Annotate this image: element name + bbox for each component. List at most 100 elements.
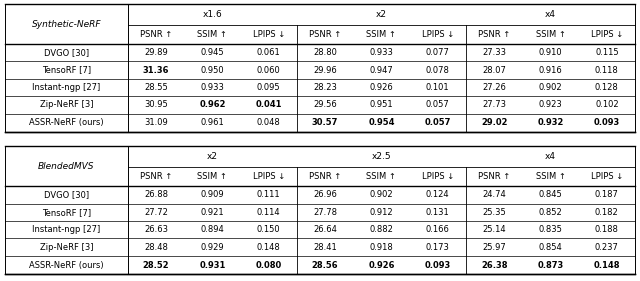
Text: LPIPS ↓: LPIPS ↓ xyxy=(591,30,623,39)
Text: 0.910: 0.910 xyxy=(539,48,563,57)
Text: 0.951: 0.951 xyxy=(370,100,393,109)
Text: 28.52: 28.52 xyxy=(143,260,170,269)
Text: 0.111: 0.111 xyxy=(257,191,280,200)
Text: 0.060: 0.060 xyxy=(257,65,280,75)
Text: x2: x2 xyxy=(376,10,387,19)
Text: 25.35: 25.35 xyxy=(483,208,506,217)
Text: 31.09: 31.09 xyxy=(144,118,168,127)
Text: LPIPS ↓: LPIPS ↓ xyxy=(422,172,454,181)
Text: 0.947: 0.947 xyxy=(369,65,394,75)
Text: 29.96: 29.96 xyxy=(313,65,337,75)
Text: 30.95: 30.95 xyxy=(144,100,168,109)
Text: 0.150: 0.150 xyxy=(257,225,280,234)
Text: 24.74: 24.74 xyxy=(483,191,506,200)
Text: 31.36: 31.36 xyxy=(143,65,169,75)
Text: 25.97: 25.97 xyxy=(483,243,506,251)
Text: BlendedMVS: BlendedMVS xyxy=(38,162,95,171)
Text: LPIPS ↓: LPIPS ↓ xyxy=(253,172,285,181)
Text: 0.128: 0.128 xyxy=(595,83,619,92)
Text: 0.093: 0.093 xyxy=(594,118,620,127)
Text: SSIM ↑: SSIM ↑ xyxy=(367,172,396,181)
Text: 29.89: 29.89 xyxy=(144,48,168,57)
Text: x2: x2 xyxy=(207,152,218,161)
Text: DVGO [30]: DVGO [30] xyxy=(44,191,89,200)
Text: 0.148: 0.148 xyxy=(257,243,280,251)
Text: 0.854: 0.854 xyxy=(539,243,563,251)
Text: 26.96: 26.96 xyxy=(313,191,337,200)
Text: 0.057: 0.057 xyxy=(424,118,451,127)
Text: 27.26: 27.26 xyxy=(482,83,506,92)
Text: SSIM ↑: SSIM ↑ xyxy=(367,30,396,39)
Text: 29.56: 29.56 xyxy=(313,100,337,109)
Text: PSNR ↑: PSNR ↑ xyxy=(140,172,172,181)
Text: 28.48: 28.48 xyxy=(144,243,168,251)
Text: 28.07: 28.07 xyxy=(482,65,506,75)
Text: 0.835: 0.835 xyxy=(538,225,563,234)
Text: 28.56: 28.56 xyxy=(312,260,339,269)
Text: DVGO [30]: DVGO [30] xyxy=(44,48,89,57)
Text: 0.077: 0.077 xyxy=(426,48,450,57)
Text: 27.72: 27.72 xyxy=(144,208,168,217)
Text: 0.048: 0.048 xyxy=(257,118,280,127)
Text: 0.902: 0.902 xyxy=(539,83,563,92)
Text: 0.041: 0.041 xyxy=(255,100,282,109)
Text: 0.852: 0.852 xyxy=(539,208,563,217)
Text: 28.55: 28.55 xyxy=(144,83,168,92)
Text: 27.78: 27.78 xyxy=(313,208,337,217)
Text: Instant-ngp [27]: Instant-ngp [27] xyxy=(32,83,100,92)
Text: SSIM ↑: SSIM ↑ xyxy=(536,172,565,181)
Text: PSNR ↑: PSNR ↑ xyxy=(478,30,510,39)
Text: 0.916: 0.916 xyxy=(539,65,563,75)
Text: 0.923: 0.923 xyxy=(539,100,563,109)
Text: 26.88: 26.88 xyxy=(144,191,168,200)
Text: 27.73: 27.73 xyxy=(482,100,506,109)
Text: 0.954: 0.954 xyxy=(368,118,395,127)
Text: 0.902: 0.902 xyxy=(370,191,393,200)
Text: 0.080: 0.080 xyxy=(255,260,282,269)
Text: 0.950: 0.950 xyxy=(200,65,224,75)
Text: SSIM ↑: SSIM ↑ xyxy=(536,30,565,39)
Text: 0.102: 0.102 xyxy=(595,100,619,109)
Text: PSNR ↑: PSNR ↑ xyxy=(478,172,510,181)
Text: PSNR ↑: PSNR ↑ xyxy=(140,30,172,39)
Text: 0.961: 0.961 xyxy=(200,118,224,127)
Text: 0.921: 0.921 xyxy=(200,208,224,217)
Text: 30.57: 30.57 xyxy=(312,118,339,127)
Text: 0.929: 0.929 xyxy=(200,243,224,251)
Text: 0.933: 0.933 xyxy=(200,83,224,92)
Text: 26.64: 26.64 xyxy=(313,225,337,234)
Text: x1.6: x1.6 xyxy=(202,10,222,19)
Text: LPIPS ↓: LPIPS ↓ xyxy=(422,30,454,39)
Text: 0.124: 0.124 xyxy=(426,191,449,200)
Text: ASSR-NeRF (ours): ASSR-NeRF (ours) xyxy=(29,260,104,269)
Text: 0.912: 0.912 xyxy=(370,208,393,217)
Text: 0.131: 0.131 xyxy=(426,208,450,217)
Text: 0.115: 0.115 xyxy=(595,48,619,57)
Text: 27.33: 27.33 xyxy=(482,48,506,57)
Text: 0.945: 0.945 xyxy=(200,48,224,57)
Text: PSNR ↑: PSNR ↑ xyxy=(309,172,341,181)
Text: 0.166: 0.166 xyxy=(426,225,450,234)
Text: 0.182: 0.182 xyxy=(595,208,619,217)
Text: 25.14: 25.14 xyxy=(483,225,506,234)
Text: LPIPS ↓: LPIPS ↓ xyxy=(253,30,285,39)
Text: 28.23: 28.23 xyxy=(313,83,337,92)
Text: 0.061: 0.061 xyxy=(257,48,280,57)
Text: 0.187: 0.187 xyxy=(595,191,619,200)
Text: x2.5: x2.5 xyxy=(372,152,391,161)
Text: 0.118: 0.118 xyxy=(595,65,619,75)
Text: 0.237: 0.237 xyxy=(595,243,619,251)
Text: Zip-NeRF [3]: Zip-NeRF [3] xyxy=(40,243,93,251)
Text: 0.057: 0.057 xyxy=(426,100,450,109)
Text: 0.926: 0.926 xyxy=(369,83,394,92)
Text: 0.148: 0.148 xyxy=(593,260,620,269)
Text: 28.80: 28.80 xyxy=(313,48,337,57)
Text: Zip-NeRF [3]: Zip-NeRF [3] xyxy=(40,100,93,109)
Text: SSIM ↑: SSIM ↑ xyxy=(197,30,227,39)
Text: Instant-ngp [27]: Instant-ngp [27] xyxy=(32,225,100,234)
Text: 0.962: 0.962 xyxy=(199,100,226,109)
Text: 29.02: 29.02 xyxy=(481,118,508,127)
Text: 0.909: 0.909 xyxy=(200,191,224,200)
Text: 28.41: 28.41 xyxy=(313,243,337,251)
Text: TensoRF [7]: TensoRF [7] xyxy=(42,65,91,75)
